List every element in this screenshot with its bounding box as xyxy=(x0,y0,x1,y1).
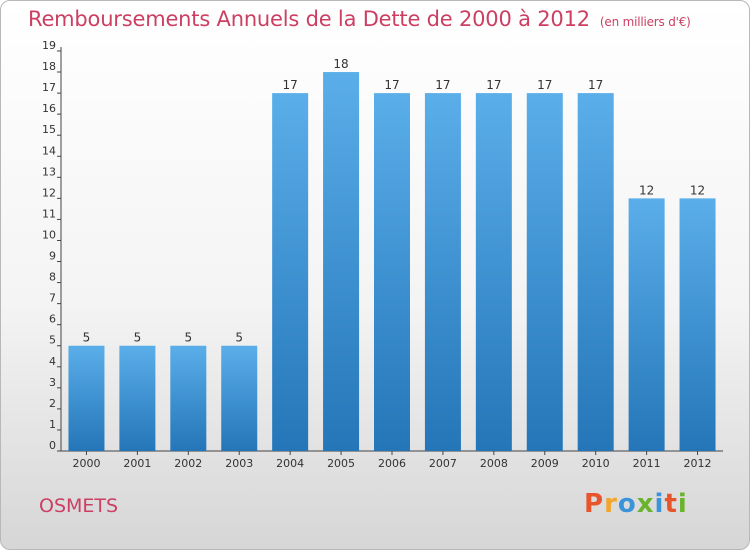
bar-2009 xyxy=(526,93,563,452)
x-tick-label-2003: 2003 xyxy=(225,457,253,470)
proxiti-logo: Proxiti xyxy=(584,489,688,519)
data-label-2004: 17 xyxy=(283,78,298,92)
data-label-2010: 17 xyxy=(588,78,603,92)
y-tick-label: 11 xyxy=(42,207,56,220)
data-label-2012: 12 xyxy=(690,183,705,197)
y-tick-label: 1 xyxy=(49,418,56,431)
logo-letter: o xyxy=(617,489,637,519)
y-tick-label: 13 xyxy=(42,165,56,178)
bar-2010 xyxy=(577,93,614,452)
logo-letter: P xyxy=(584,489,605,519)
x-tick-label-2007: 2007 xyxy=(429,457,457,470)
data-label-2002: 5 xyxy=(184,331,192,345)
data-label-2009: 17 xyxy=(537,78,552,92)
logo-letter: x xyxy=(636,489,655,519)
data-label-2011: 12 xyxy=(639,183,654,197)
bar-2003 xyxy=(221,345,258,451)
logo-letter: r xyxy=(604,489,618,519)
logo-letter: i xyxy=(654,489,665,519)
y-tick-label: 2 xyxy=(49,397,56,410)
x-tick-label-2000: 2000 xyxy=(72,457,100,470)
y-tick-label: 10 xyxy=(42,228,56,241)
y-tick-label: 8 xyxy=(49,271,56,284)
x-tick-label-2001: 2001 xyxy=(123,457,151,470)
x-tick-label-2011: 2011 xyxy=(633,457,661,470)
bar-2006 xyxy=(374,93,410,452)
y-tick-label: 15 xyxy=(42,123,56,136)
data-label-2001: 5 xyxy=(134,331,142,345)
y-tick-label: 19 xyxy=(42,39,56,52)
x-tick-label-2006: 2006 xyxy=(378,457,406,470)
y-tick-label: 5 xyxy=(49,334,56,347)
bars xyxy=(68,72,716,452)
y-tick-label: 18 xyxy=(42,60,56,73)
x-tick-label-2010: 2010 xyxy=(582,457,610,470)
bar-2012 xyxy=(679,198,716,451)
chart-title-text: Remboursements Annuels de la Dette de 20… xyxy=(28,7,590,31)
bar-2005 xyxy=(323,72,360,451)
y-tick-label: 16 xyxy=(42,102,56,115)
bar-2007 xyxy=(424,93,461,452)
data-label-2008: 17 xyxy=(486,78,501,92)
data-label-2000: 5 xyxy=(83,331,91,345)
y-tick-label: 12 xyxy=(42,186,56,199)
bar-2004 xyxy=(272,93,309,452)
y-tick-label: 9 xyxy=(49,250,56,263)
logo-letter: i xyxy=(677,489,688,519)
data-label-2006: 17 xyxy=(384,78,399,92)
y-tick-label: 4 xyxy=(49,355,56,368)
data-label-2005: 18 xyxy=(333,57,348,71)
x-tick-label-2012: 2012 xyxy=(684,457,712,470)
bar-2008 xyxy=(475,93,512,452)
bar-2002 xyxy=(170,345,207,451)
y-tick-label: 17 xyxy=(42,81,56,94)
x-tick-label-2005: 2005 xyxy=(327,457,355,470)
x-tick-label-2004: 2004 xyxy=(276,457,304,470)
x-tick-label-2002: 2002 xyxy=(174,457,202,470)
x-tick-label-2009: 2009 xyxy=(531,457,559,470)
y-tick-label: 0 xyxy=(49,439,56,452)
data-label-2003: 5 xyxy=(235,331,243,345)
y-tick-label: 7 xyxy=(49,292,56,305)
chart-unit-label: (en milliers d'€) xyxy=(599,15,691,29)
logo-letter: t xyxy=(664,489,678,519)
x-tick-label-2008: 2008 xyxy=(480,457,508,470)
y-tick-label: 3 xyxy=(49,376,56,389)
bar-2000 xyxy=(68,345,105,451)
y-tick-label: 6 xyxy=(49,313,56,326)
labels: 5 2000 5 2001 5 2002 5 2003 17 2004 18 2005 17 2006 17… xyxy=(72,57,711,470)
city-name: OSMETS xyxy=(39,495,119,517)
bar-2001 xyxy=(119,345,156,451)
bar-2011 xyxy=(628,198,665,451)
chart-title: Remboursements Annuels de la Dette de 20… xyxy=(28,7,691,31)
data-label-2007: 17 xyxy=(435,78,450,92)
y-tick-label: 14 xyxy=(42,144,56,157)
